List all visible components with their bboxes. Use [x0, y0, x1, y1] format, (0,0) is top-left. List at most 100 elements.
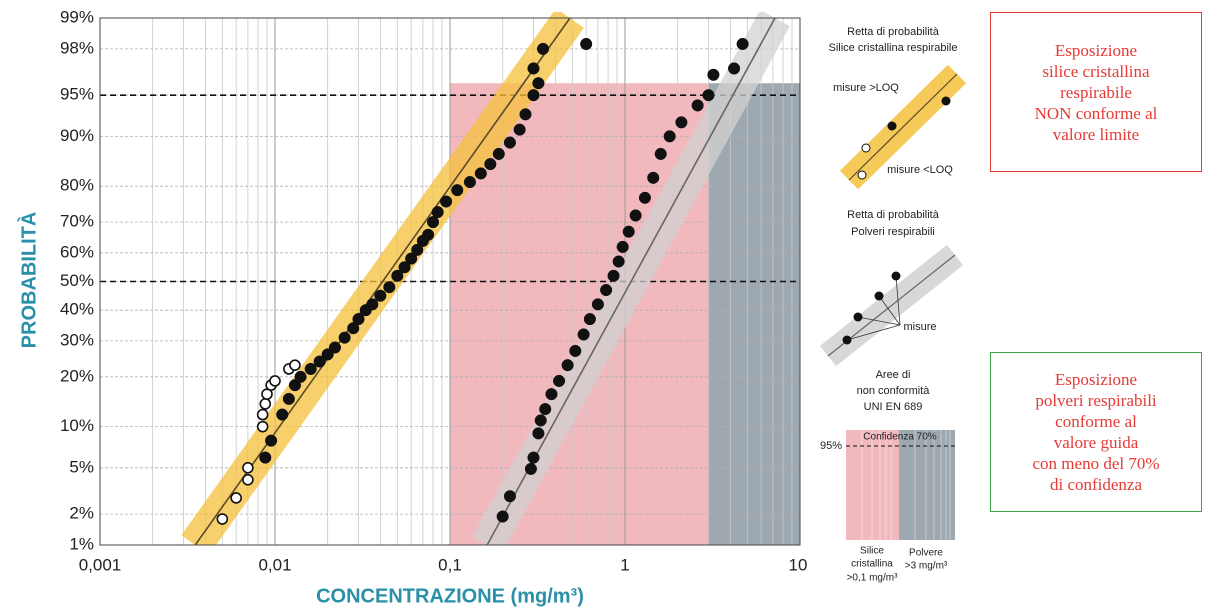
legend-title: Silice cristallina respirabile [829, 42, 958, 54]
legend-marker [853, 312, 863, 322]
legend-area-label: Polvere [909, 548, 943, 559]
data-point [259, 398, 272, 410]
data-point [638, 191, 651, 204]
data-point [545, 388, 558, 401]
data-point [422, 228, 435, 241]
data-point [561, 359, 574, 372]
data-point [411, 243, 424, 256]
y-axis-title: PROBABILITÀ [17, 212, 40, 349]
chart: PROBABILITÀ CONCENTRAZIONE (mg/m³) 1% 2% 5… [17, 7, 967, 607]
data-point [338, 331, 351, 344]
legend-marker [891, 271, 901, 281]
data-point [352, 313, 365, 326]
note-line: Esposizione [1054, 40, 1138, 60]
data-point [536, 42, 550, 55]
data-point [313, 355, 326, 368]
data-point [539, 403, 552, 416]
y-tick-label: 99% [60, 7, 94, 26]
legend-marker [842, 335, 852, 345]
data-point [347, 322, 360, 335]
data-point [265, 434, 278, 447]
note-line: polveri respirabili [1035, 391, 1157, 410]
data-point [496, 510, 509, 523]
y-tick-label: 40% [60, 300, 94, 319]
legend-title: Retta di probabilità [847, 209, 940, 221]
x-tick-label: 10 [789, 555, 808, 574]
legend-panel: Retta di probabilità Silice cristallina … [819, 26, 967, 584]
legend-area-grid [861, 430, 951, 540]
plot: 1% 2% 5% 10% 20% 30% 40% 50% 60% 70% 80% 90% 95% 98% 9… [60, 7, 807, 574]
legend-level: 95% [820, 440, 842, 452]
data-point [691, 99, 704, 112]
data-point [612, 255, 625, 268]
legend-title: Retta di probabilità [847, 26, 940, 38]
data-point [569, 344, 582, 357]
x-tick-label: 0,1 [438, 555, 462, 574]
note-line: respirabile [1060, 82, 1132, 102]
data-point [288, 379, 301, 392]
note-box: Esposizione silice cristallina respirabile… [990, 12, 1202, 172]
y-tick-label: 2% [69, 504, 94, 523]
data-point [276, 408, 289, 421]
data-point [647, 171, 660, 184]
data-point [294, 370, 307, 383]
y-tick-label: 80% [60, 176, 94, 195]
data-point [591, 298, 604, 311]
data-point [242, 462, 254, 474]
data-point [503, 136, 516, 149]
data-point [702, 89, 715, 102]
data-point [366, 298, 379, 311]
legend-label: misure [903, 321, 936, 333]
x-axis-title: CONCENTRAZIONE (mg/m³) [316, 585, 584, 607]
data-point [532, 427, 545, 440]
fit-line [194, 17, 571, 545]
y-tick-label: 30% [60, 330, 94, 349]
data-point [304, 362, 317, 376]
legend-marker [861, 143, 871, 153]
data-point [600, 283, 613, 297]
data-point [256, 408, 269, 421]
data-point [527, 89, 540, 102]
note-line: Esposizione [1054, 370, 1138, 389]
data-point [440, 195, 453, 208]
legend-area-label: cristallina [851, 559, 893, 570]
data-point [230, 492, 242, 504]
data-point [492, 147, 505, 160]
data-point [527, 451, 540, 464]
y-tick-label: 90% [60, 126, 94, 145]
y-tick-label: 1% [69, 534, 94, 553]
note-line: NON conforme al [1034, 103, 1158, 123]
data-point [513, 123, 526, 136]
legend-label: misure <LOQ [887, 164, 953, 176]
data-point [616, 240, 629, 253]
legend-area-label: Silice [860, 546, 884, 557]
legend-pointers [846, 275, 901, 341]
data-point [707, 68, 720, 81]
data-point [654, 147, 667, 160]
data-point [282, 392, 295, 405]
legend-confidence: Confidenza 70% [863, 432, 936, 443]
data-point [463, 176, 476, 189]
data-point [629, 209, 642, 222]
legend-area [899, 430, 955, 540]
legend-area-label: >3 mg/m³ [905, 561, 948, 572]
x-tick-label: 0,01 [258, 555, 291, 574]
legend-marker [857, 170, 867, 180]
data-point [580, 37, 593, 51]
non-conformity-area [708, 83, 800, 546]
y-tick-label: 20% [60, 366, 94, 385]
data-point [328, 341, 341, 354]
data-point [583, 313, 596, 326]
note-line: di confidenza [1049, 475, 1143, 494]
y-tick-label: 10% [60, 416, 94, 435]
data-point [259, 451, 272, 464]
data-point [553, 374, 566, 387]
data-point [474, 167, 487, 180]
legend-area [846, 430, 899, 540]
data-point [451, 184, 464, 197]
data-point [484, 158, 497, 171]
legend-title: Aree di [876, 369, 911, 381]
legend-line [848, 73, 958, 181]
data-point [607, 269, 620, 282]
